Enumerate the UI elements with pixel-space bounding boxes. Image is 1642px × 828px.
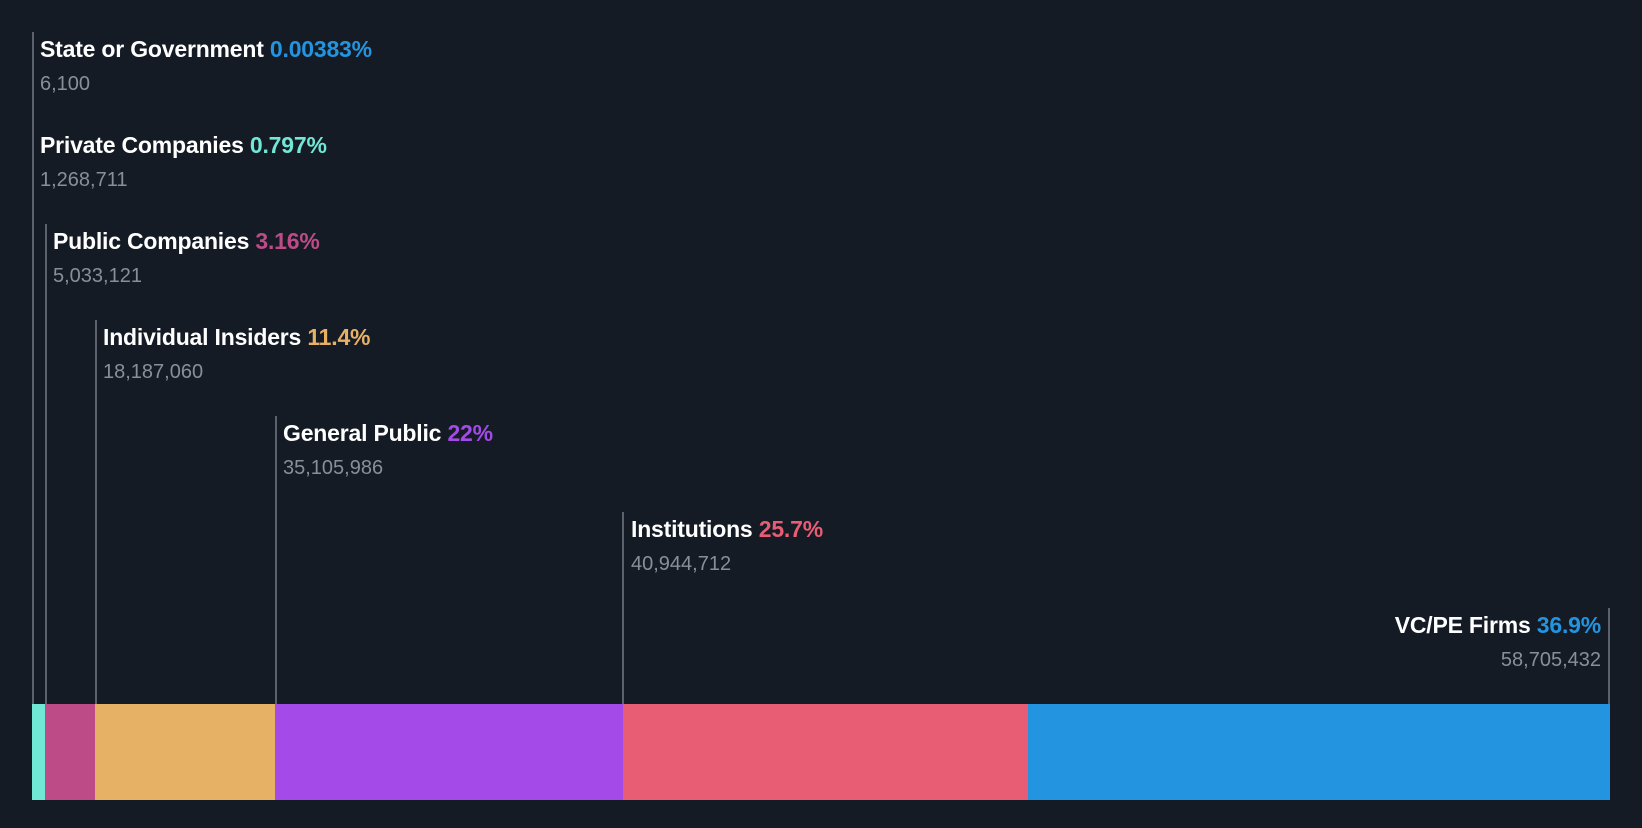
category-name: VC/PE Firms [1394, 612, 1531, 638]
share-count: 40,944,712 [631, 553, 732, 575]
percentage: 11.4% [307, 324, 371, 350]
label-vc-pe-firms: VC/PE Firms 36.9% 58,705,432 [1395, 611, 1601, 672]
bar-segment-public-companies[interactable] [45, 704, 95, 800]
leader-line-public-companies [45, 224, 47, 704]
percentage: 25.7% [758, 516, 823, 542]
leader-line-institutions [622, 512, 624, 704]
leader-line-individual-insiders [95, 320, 97, 704]
share-count: 58,705,432 [1500, 649, 1601, 671]
bar-segment-institutions[interactable] [623, 704, 1028, 800]
percentage: 0.797% [249, 132, 327, 158]
label-state-government: State or Government 0.00383% 6,100 [40, 35, 372, 96]
percentage: 0.00383% [269, 36, 372, 62]
label-public-companies: Public Companies 3.16% 5,033,121 [53, 227, 320, 288]
category-name: Public Companies [53, 228, 250, 254]
percentage: 22% [447, 420, 493, 446]
category-name: State or Government [40, 36, 264, 62]
bar-segment-general-public[interactable] [275, 704, 623, 800]
leader-line-vc-pe-firms [1608, 608, 1610, 704]
label-private-companies: Private Companies 0.797% 1,268,711 [40, 131, 327, 192]
label-individual-insiders: Individual Insiders 11.4% 18,187,060 [103, 323, 370, 384]
leader-line-general-public [275, 416, 277, 704]
label-institutions: Institutions 25.7% 40,944,712 [631, 515, 823, 576]
share-count: 18,187,060 [103, 361, 204, 383]
category-name: General Public [283, 420, 442, 446]
share-count: 1,268,711 [40, 169, 128, 191]
leader-line-private-companies [32, 128, 34, 704]
share-count: 6,100 [40, 73, 91, 95]
category-name: Private Companies [40, 132, 244, 158]
bar-segment-individual-insiders[interactable] [95, 704, 275, 800]
category-name: Institutions [631, 516, 753, 542]
percentage: 36.9% [1536, 612, 1601, 638]
percentage: 3.16% [255, 228, 320, 254]
label-general-public: General Public 22% 35,105,986 [283, 419, 493, 480]
ownership-stacked-bar [32, 704, 1610, 800]
bar-segment-private-companies[interactable] [32, 704, 45, 800]
share-count: 35,105,986 [283, 457, 384, 479]
share-count: 5,033,121 [53, 265, 142, 287]
category-name: Individual Insiders [103, 324, 302, 350]
bar-segment-vc-pe-firms[interactable] [1028, 704, 1610, 800]
